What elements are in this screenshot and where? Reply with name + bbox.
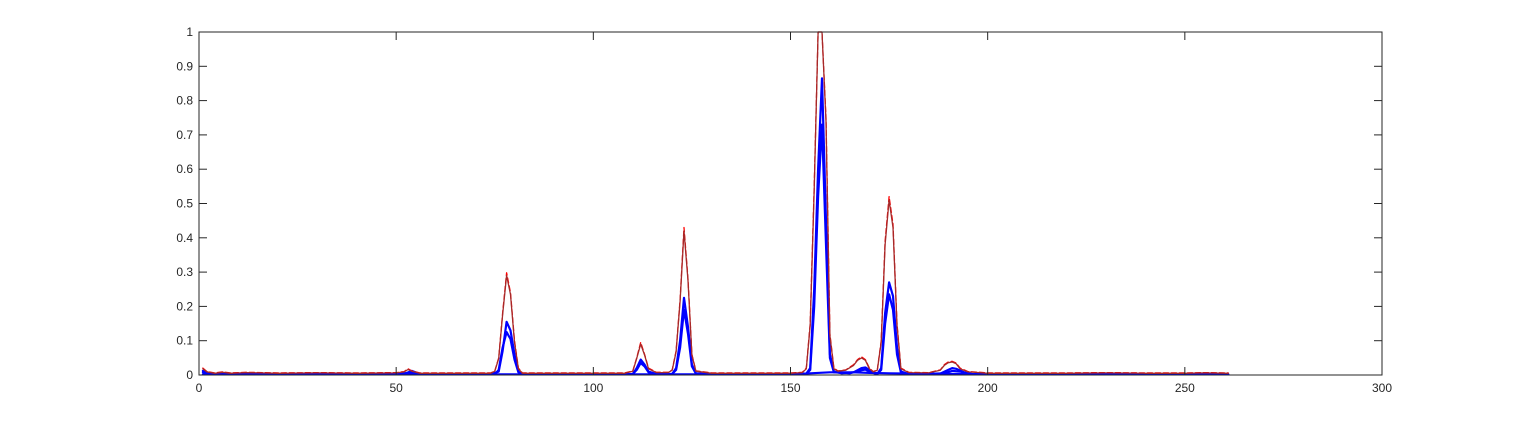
axes-background <box>199 32 1382 375</box>
x-tick-label: 100 <box>583 381 603 395</box>
x-tick-label: 150 <box>780 381 800 395</box>
series-line-5 <box>202 31 1229 374</box>
y-tick-label: 0.2 <box>176 299 193 313</box>
y-tick-label: 0.9 <box>176 59 193 73</box>
y-tick-label: 0.3 <box>176 265 193 279</box>
y-tick-label: 0 <box>186 368 193 382</box>
x-tick-label: 300 <box>1372 381 1392 395</box>
series-line-3 <box>201 371 1230 376</box>
series-layer <box>201 31 1230 376</box>
x-tick-label: 200 <box>978 381 998 395</box>
y-tick-label: 0.8 <box>176 94 193 108</box>
x-tick-label: 0 <box>196 381 203 395</box>
y-tick-label: 0.6 <box>176 162 193 176</box>
y-tick-label: 0.1 <box>176 334 193 348</box>
y-tick-label: 0.5 <box>176 197 193 211</box>
y-tick-label: 0.7 <box>176 128 193 142</box>
x-tick-label: 50 <box>389 381 403 395</box>
y-axis: 0 0.1 0.2 0.3 0.4 0.5 0.6 0.7 0.8 0.9 1 <box>176 25 1382 382</box>
x-axis: 0 50 100 150 200 250 300 <box>196 32 1392 395</box>
y-tick-label: 0.4 <box>176 231 193 245</box>
x-tick-label: 250 <box>1175 381 1195 395</box>
y-tick-label: 1 <box>186 25 193 39</box>
